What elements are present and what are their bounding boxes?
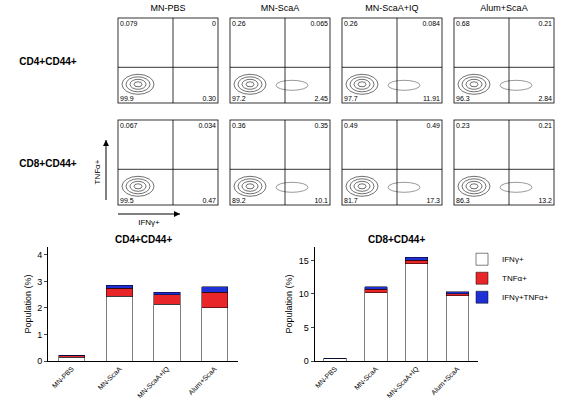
svg-text:2.84: 2.84 (538, 95, 552, 102)
svg-text:0.47: 0.47 (202, 197, 216, 204)
svg-text:13.2: 13.2 (538, 197, 552, 204)
svg-text:17.3: 17.3 (426, 197, 440, 204)
svg-text:0.21: 0.21 (538, 122, 552, 129)
svg-text:MN-PBS: MN-PBS (51, 365, 75, 389)
svg-text:96.3: 96.3 (456, 95, 470, 102)
svg-text:MN-PBS: MN-PBS (150, 3, 185, 13)
svg-text:MN-ScaA: MN-ScaA (261, 3, 300, 13)
svg-text:MN-PBS: MN-PBS (314, 365, 338, 389)
svg-text:0.079: 0.079 (120, 20, 138, 27)
svg-text:97.7: 97.7 (344, 95, 358, 102)
svg-text:0.26: 0.26 (232, 20, 246, 27)
svg-text:Alum+ScaA: Alum+ScaA (430, 365, 461, 396)
svg-text:TNFα+: TNFα+ (502, 274, 527, 283)
svg-text:IFNγ+TNFα+: IFNγ+TNFα+ (502, 293, 549, 302)
svg-text:3: 3 (37, 277, 42, 287)
svg-text:0.084: 0.084 (422, 20, 440, 27)
svg-text:0.067: 0.067 (120, 122, 138, 129)
svg-text:4: 4 (37, 250, 42, 260)
svg-text:CD4+CD44+: CD4+CD44+ (19, 56, 76, 67)
svg-text:0.49: 0.49 (344, 122, 358, 129)
svg-text:Alum+ScaA: Alum+ScaA (480, 3, 527, 13)
svg-text:0: 0 (304, 356, 309, 366)
svg-text:15: 15 (299, 256, 309, 266)
svg-text:10: 10 (299, 289, 309, 299)
svg-text:0.49: 0.49 (426, 122, 440, 129)
svg-text:CD8+CD44+: CD8+CD44+ (19, 158, 76, 169)
svg-text:86.3: 86.3 (456, 197, 470, 204)
svg-text:0: 0 (37, 356, 42, 366)
svg-text:0.034: 0.034 (198, 122, 216, 129)
svg-text:81.7: 81.7 (344, 197, 358, 204)
svg-text:0.065: 0.065 (310, 20, 328, 27)
svg-text:Population (%): Population (%) (23, 274, 33, 333)
svg-text:99.5: 99.5 (120, 197, 134, 204)
svg-text:11.91: 11.91 (423, 95, 440, 102)
svg-text:0.68: 0.68 (456, 20, 470, 27)
svg-text:TNFα+: TNFα+ (93, 159, 102, 184)
svg-text:Alum+ScaA: Alum+ScaA (187, 365, 218, 396)
svg-text:CD4+CD44+: CD4+CD44+ (115, 234, 172, 245)
svg-text:1: 1 (37, 330, 42, 340)
svg-text:89.2: 89.2 (232, 197, 246, 204)
svg-text:0.26: 0.26 (344, 20, 358, 27)
svg-text:99.9: 99.9 (120, 95, 134, 102)
svg-text:IFNγ+: IFNγ+ (502, 255, 524, 264)
svg-text:MN-ScaA+IQ: MN-ScaA+IQ (136, 365, 171, 400)
svg-text:0.30: 0.30 (202, 95, 216, 102)
svg-text:MN-ScaA+IQ: MN-ScaA+IQ (386, 365, 421, 400)
svg-text:0: 0 (212, 20, 216, 27)
svg-text:0.36: 0.36 (232, 122, 246, 129)
svg-text:MN-ScaA: MN-ScaA (97, 365, 123, 391)
svg-text:MN-ScaA: MN-ScaA (353, 365, 379, 391)
svg-text:0.35: 0.35 (314, 122, 328, 129)
svg-text:5: 5 (304, 323, 309, 333)
svg-text:CD8+CD44+: CD8+CD44+ (368, 234, 425, 245)
svg-text:IFNγ+: IFNγ+ (138, 218, 160, 227)
svg-text:0.23: 0.23 (456, 122, 470, 129)
svg-text:MN-ScaA+IQ: MN-ScaA+IQ (365, 3, 418, 13)
svg-text:2: 2 (37, 303, 42, 313)
svg-text:0.21: 0.21 (538, 20, 552, 27)
svg-text:10.1: 10.1 (314, 197, 328, 204)
svg-text:Population (%): Population (%) (284, 274, 294, 333)
svg-text:2.45: 2.45 (314, 95, 328, 102)
svg-text:97.2: 97.2 (232, 95, 246, 102)
